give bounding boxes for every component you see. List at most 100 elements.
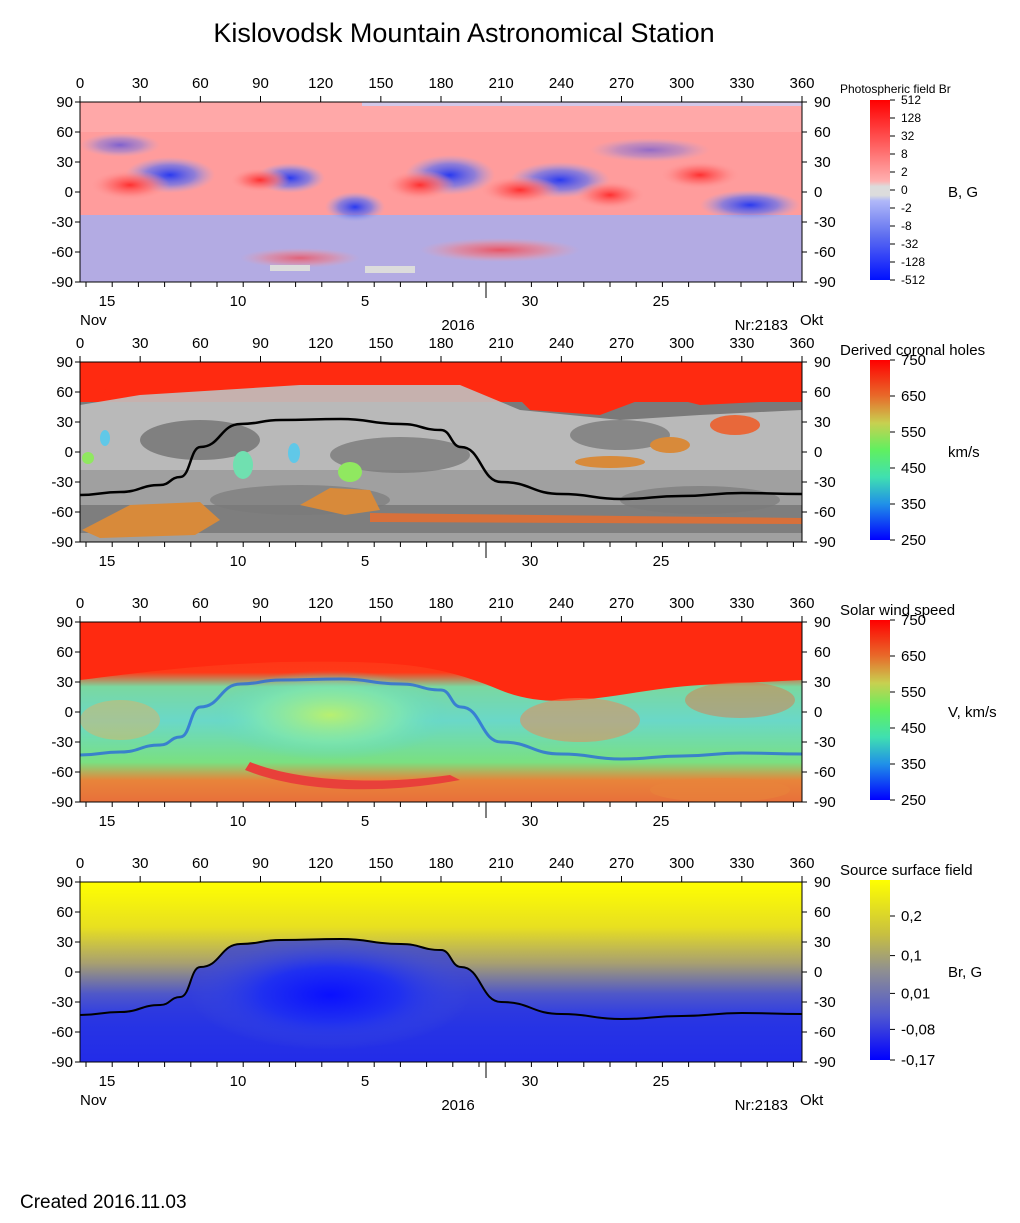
top-axis-label: 330 — [729, 595, 754, 612]
lat-label-right: 60 — [814, 124, 831, 141]
lat-label-right: -30 — [814, 214, 836, 231]
lat-label-left: 90 — [56, 874, 73, 891]
top-axis-label: 240 — [549, 595, 574, 612]
panel-solar-wind — [80, 622, 802, 802]
lat-label-right: 0 — [814, 444, 822, 461]
date-label: 30 — [522, 813, 539, 830]
lat-label-left: 30 — [56, 934, 73, 951]
date-label: 30 — [522, 553, 539, 570]
top-axis-label: 90 — [252, 595, 269, 612]
lat-label-left: 0 — [65, 184, 73, 201]
colorbar-tick-label: 650 — [901, 648, 926, 665]
colorbar — [870, 880, 890, 1060]
lat-label-right: 30 — [814, 414, 831, 431]
top-axis-label: 180 — [428, 75, 453, 92]
lat-label-right: 30 — [814, 154, 831, 171]
top-axis-label: 360 — [789, 335, 814, 352]
date-label: 5 — [361, 1073, 369, 1090]
top-axis-label: 330 — [729, 855, 754, 872]
top-axis-label: 300 — [669, 595, 694, 612]
colorbar-tick-label: 2 — [901, 165, 908, 179]
top-axis-label: 150 — [368, 595, 393, 612]
lat-label-right: -90 — [814, 1054, 836, 1071]
lat-label-left: -90 — [51, 534, 73, 551]
lat-label-right: -30 — [814, 734, 836, 751]
lat-label-right: -90 — [814, 274, 836, 291]
date-label: 25 — [653, 1073, 670, 1090]
top-axis-label: 60 — [192, 75, 209, 92]
colorbar-unit-label: km/s — [948, 444, 980, 461]
created-label: Created 2016.11.03 — [20, 1192, 187, 1213]
panel-source-surface — [80, 882, 802, 1062]
page-title: Kislovodsk Mountain Astronomical Station — [213, 18, 715, 48]
colorbar-unit-label: Br, G — [948, 964, 982, 981]
colorbar-tick-label: 0,2 — [901, 908, 922, 925]
colorbar-tick-label: 450 — [901, 720, 926, 737]
lat-label-left: -60 — [51, 504, 73, 521]
colorbar-tick-label: 0 — [901, 183, 908, 197]
lat-label-left: 30 — [56, 154, 73, 171]
top-axis-label: 360 — [789, 595, 814, 612]
top-axis-label: 210 — [489, 855, 514, 872]
lat-label-left: -60 — [51, 1024, 73, 1041]
top-axis-label: 330 — [729, 335, 754, 352]
lat-label-right: -90 — [814, 534, 836, 551]
top-axis-label: 90 — [252, 855, 269, 872]
lat-label-left: 60 — [56, 904, 73, 921]
lat-label-left: 30 — [56, 674, 73, 691]
top-axis-label: 150 — [368, 75, 393, 92]
colorbar-tick-label: 512 — [901, 93, 921, 107]
colorbar-tick-label: -8 — [901, 219, 912, 233]
lat-label-left: -30 — [51, 474, 73, 491]
colorbar — [870, 100, 890, 280]
colorbar-tick-label: 0,01 — [901, 985, 930, 1002]
top-axis-label: 60 — [192, 595, 209, 612]
colorbar-unit-label: B, G — [948, 184, 978, 201]
neutral-line — [80, 417, 802, 501]
top-axis-label: 150 — [368, 335, 393, 352]
lat-label-left: 0 — [65, 964, 73, 981]
rotation-label: Nr:2183 — [735, 1097, 788, 1114]
lat-label-left: 90 — [56, 94, 73, 111]
colorbar — [870, 620, 890, 800]
top-axis-label: 210 — [489, 335, 514, 352]
lat-label-left: 0 — [65, 444, 73, 461]
top-axis-label: 120 — [308, 335, 333, 352]
lat-label-right: -30 — [814, 474, 836, 491]
top-axis-label: 240 — [549, 75, 574, 92]
lat-label-right: 0 — [814, 964, 822, 981]
panel-coronal-holes — [80, 362, 802, 542]
lat-label-right: 0 — [814, 704, 822, 721]
top-axis-label: 270 — [609, 595, 634, 612]
neutral-line — [80, 937, 802, 1021]
top-axis-label: 360 — [789, 75, 814, 92]
top-axis-label: 330 — [729, 75, 754, 92]
colorbar-tick-label: 32 — [901, 129, 915, 143]
panel-photospheric — [80, 102, 802, 282]
top-axis-label: 360 — [789, 855, 814, 872]
lat-label-left: 60 — [56, 644, 73, 661]
top-axis-label: 90 — [252, 335, 269, 352]
colorbar-tick-label: -0,17 — [901, 1052, 935, 1069]
year-label: 2016 — [441, 1097, 474, 1114]
lat-label-left: 90 — [56, 614, 73, 631]
colorbar-title: Photospheric field Br — [840, 82, 951, 96]
date-label: 10 — [230, 293, 247, 310]
top-axis-label: 240 — [549, 335, 574, 352]
date-label: 5 — [361, 293, 369, 310]
top-axis-label: 210 — [489, 75, 514, 92]
date-label: 5 — [361, 553, 369, 570]
top-axis-label: 30 — [132, 855, 149, 872]
colorbar-tick-label: -128 — [901, 255, 925, 269]
date-label: 15 — [99, 553, 116, 570]
colorbar-title: Derived coronal holes — [840, 342, 985, 359]
colorbar-tick-label: -512 — [901, 273, 925, 287]
lat-label-left: -30 — [51, 214, 73, 231]
colorbar-unit-label: V, km/s — [948, 704, 997, 721]
top-axis-label: 270 — [609, 75, 634, 92]
top-axis-label: 0 — [76, 595, 84, 612]
colorbar-tick-label: -32 — [901, 237, 919, 251]
top-axis-label: 300 — [669, 75, 694, 92]
